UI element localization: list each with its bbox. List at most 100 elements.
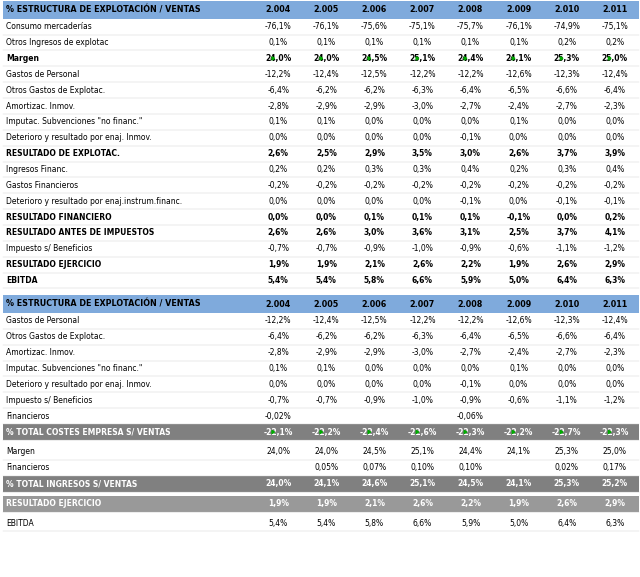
Bar bbox=[3, 1, 639, 18]
Text: Amortizac. Inmov.: Amortizac. Inmov. bbox=[6, 348, 75, 357]
Text: 2.011: 2.011 bbox=[602, 299, 627, 309]
Text: 24,0%: 24,0% bbox=[266, 447, 291, 456]
Text: -0,2%: -0,2% bbox=[556, 181, 577, 190]
Text: -2,8%: -2,8% bbox=[268, 348, 289, 357]
Text: -6,2%: -6,2% bbox=[316, 332, 337, 342]
Text: RESULTADO EJERCICIO: RESULTADO EJERCICIO bbox=[6, 260, 101, 269]
Text: EBITDA: EBITDA bbox=[6, 519, 33, 528]
Text: Amortizac. Inmov.: Amortizac. Inmov. bbox=[6, 102, 75, 111]
Text: 0,0%: 0,0% bbox=[365, 117, 384, 126]
Text: -6,3%: -6,3% bbox=[412, 85, 433, 95]
Text: -0,2%: -0,2% bbox=[316, 181, 337, 190]
Text: Otros Ingresos de explotac: Otros Ingresos de explotac bbox=[6, 38, 108, 47]
Text: 0,1%: 0,1% bbox=[364, 212, 385, 222]
Text: -6,4%: -6,4% bbox=[460, 85, 481, 95]
Text: Margen: Margen bbox=[6, 54, 39, 63]
Text: -12,3%: -12,3% bbox=[554, 70, 580, 79]
Polygon shape bbox=[609, 430, 611, 434]
Text: -75,6%: -75,6% bbox=[361, 22, 388, 31]
Text: 3,5%: 3,5% bbox=[412, 149, 433, 158]
Text: 0,1%: 0,1% bbox=[269, 38, 288, 47]
Text: 24,0%: 24,0% bbox=[265, 479, 291, 488]
Text: 25,0%: 25,0% bbox=[602, 54, 628, 63]
Text: 24,6%: 24,6% bbox=[361, 479, 387, 488]
Text: -75,1%: -75,1% bbox=[409, 22, 436, 31]
Text: Impuesto s/ Beneficios: Impuesto s/ Beneficios bbox=[6, 396, 92, 405]
Text: -76,1%: -76,1% bbox=[505, 22, 532, 31]
Polygon shape bbox=[609, 57, 611, 60]
Text: Deterioro y resultado por enaj. Inmov.: Deterioro y resultado por enaj. Inmov. bbox=[6, 133, 152, 143]
Text: 25,2%: 25,2% bbox=[602, 479, 628, 488]
Text: 6,3%: 6,3% bbox=[605, 519, 624, 528]
Text: 1,9%: 1,9% bbox=[268, 499, 289, 508]
Text: -6,6%: -6,6% bbox=[556, 332, 578, 342]
Bar bbox=[3, 496, 639, 511]
Text: 5,9%: 5,9% bbox=[461, 519, 480, 528]
Text: -0,7%: -0,7% bbox=[268, 396, 289, 405]
Text: 2.004: 2.004 bbox=[266, 299, 291, 309]
Bar bbox=[3, 295, 639, 313]
Text: -12,5%: -12,5% bbox=[361, 70, 388, 79]
Text: 1,9%: 1,9% bbox=[316, 499, 337, 508]
Text: 0,05%: 0,05% bbox=[314, 463, 339, 473]
Text: 0,0%: 0,0% bbox=[413, 380, 432, 389]
Text: -0,9%: -0,9% bbox=[460, 396, 481, 405]
Text: -22,1%: -22,1% bbox=[264, 428, 293, 437]
Text: -6,6%: -6,6% bbox=[556, 85, 578, 95]
Text: 0,1%: 0,1% bbox=[365, 38, 384, 47]
Text: 24,1%: 24,1% bbox=[506, 54, 532, 63]
Text: -0,02%: -0,02% bbox=[265, 411, 292, 421]
Text: -2,7%: -2,7% bbox=[556, 348, 577, 357]
Text: 2.009: 2.009 bbox=[506, 5, 531, 14]
Text: -3,0%: -3,0% bbox=[412, 102, 433, 111]
Text: 0,3%: 0,3% bbox=[413, 165, 432, 174]
Text: 5,4%: 5,4% bbox=[269, 519, 288, 528]
Text: Impuesto s/ Beneficios: Impuesto s/ Beneficios bbox=[6, 244, 92, 253]
Text: -76,1%: -76,1% bbox=[265, 22, 292, 31]
Text: 2.008: 2.008 bbox=[458, 5, 483, 14]
Text: Financieros: Financieros bbox=[6, 463, 49, 473]
Text: 5,0%: 5,0% bbox=[508, 276, 529, 285]
Text: -0,06%: -0,06% bbox=[457, 411, 484, 421]
Text: Otros Gastos de Explotac.: Otros Gastos de Explotac. bbox=[6, 85, 105, 95]
Polygon shape bbox=[272, 430, 275, 434]
Text: 3,1%: 3,1% bbox=[460, 228, 481, 238]
Text: -12,2%: -12,2% bbox=[409, 70, 436, 79]
Text: 25,3%: 25,3% bbox=[554, 54, 580, 63]
Text: % ESTRUCTURA DE EXPLOTACIÓN / VENTAS: % ESTRUCTURA DE EXPLOTACIÓN / VENTAS bbox=[6, 5, 200, 14]
Text: 2,5%: 2,5% bbox=[508, 228, 529, 238]
Text: 25,1%: 25,1% bbox=[410, 54, 435, 63]
Text: 2,9%: 2,9% bbox=[604, 260, 625, 269]
Text: -0,6%: -0,6% bbox=[508, 244, 529, 253]
Text: 2.011: 2.011 bbox=[602, 5, 627, 14]
Text: 0,1%: 0,1% bbox=[460, 212, 481, 222]
Text: -1,2%: -1,2% bbox=[604, 396, 625, 405]
Text: 5,4%: 5,4% bbox=[268, 276, 289, 285]
Text: -6,4%: -6,4% bbox=[460, 332, 481, 342]
Text: -1,0%: -1,0% bbox=[412, 396, 433, 405]
Text: -6,4%: -6,4% bbox=[268, 332, 289, 342]
Text: Imputac. Subvenciones "no financ.": Imputac. Subvenciones "no financ." bbox=[6, 117, 142, 126]
Text: 5,4%: 5,4% bbox=[317, 519, 336, 528]
Text: 0,0%: 0,0% bbox=[269, 380, 288, 389]
Text: 0,0%: 0,0% bbox=[557, 364, 576, 373]
Text: -12,4%: -12,4% bbox=[602, 70, 628, 79]
Text: 0,0%: 0,0% bbox=[556, 212, 577, 222]
Text: 2,6%: 2,6% bbox=[556, 260, 577, 269]
Text: 0,0%: 0,0% bbox=[509, 133, 528, 143]
Text: 2.006: 2.006 bbox=[362, 5, 387, 14]
Text: Consumo mercaderías: Consumo mercaderías bbox=[6, 22, 92, 31]
Text: -0,7%: -0,7% bbox=[268, 244, 289, 253]
Text: 0,0%: 0,0% bbox=[557, 380, 576, 389]
Text: -6,2%: -6,2% bbox=[364, 85, 385, 95]
Text: -75,1%: -75,1% bbox=[602, 22, 628, 31]
Text: 2.004: 2.004 bbox=[266, 5, 291, 14]
Text: -3,0%: -3,0% bbox=[412, 348, 433, 357]
Text: -22,7%: -22,7% bbox=[552, 428, 581, 437]
Text: -2,9%: -2,9% bbox=[316, 348, 337, 357]
Text: -0,1%: -0,1% bbox=[460, 133, 481, 143]
Text: 0,3%: 0,3% bbox=[557, 165, 576, 174]
Text: 3,7%: 3,7% bbox=[556, 228, 577, 238]
Text: 1,9%: 1,9% bbox=[316, 260, 337, 269]
Text: -6,5%: -6,5% bbox=[508, 332, 529, 342]
